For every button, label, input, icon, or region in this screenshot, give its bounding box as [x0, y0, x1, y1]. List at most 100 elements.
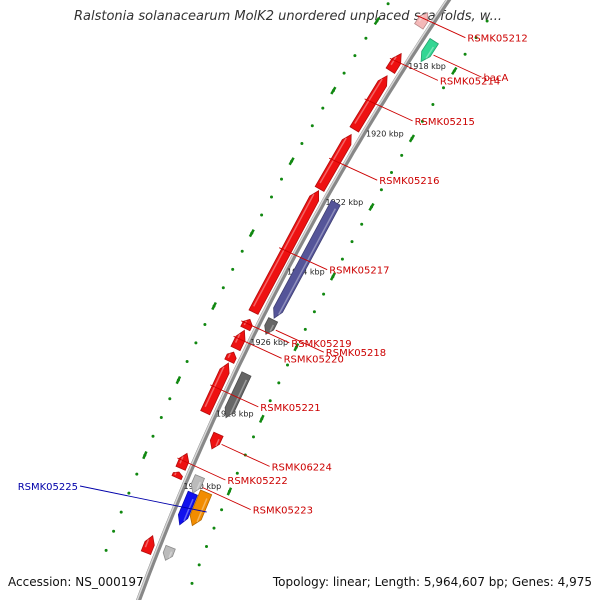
gene-shine [425, 46, 435, 59]
backbone [136, 0, 452, 600]
label-leader [241, 320, 290, 344]
tick-mark [373, 17, 381, 26]
gene-label-rsmk05225[interactable]: RSMK05225 [18, 482, 78, 493]
gene-label-rsmk05220[interactable]: RSMK05220 [284, 354, 344, 365]
tick-mark [288, 157, 295, 166]
gene-rsmk05214-2[interactable] [385, 52, 402, 74]
gene-shine [418, 14, 424, 22]
tick-label: 1924 kbp [287, 268, 325, 277]
dot-tracks [104, 2, 489, 585]
tick-mark [329, 272, 336, 281]
gene-label-rsmk05223[interactable]: RSMK05223 [253, 506, 313, 517]
label-leader [433, 54, 482, 78]
gene-shine [168, 551, 173, 558]
track-dot [127, 491, 131, 495]
track-dot [463, 52, 467, 56]
track-dot [151, 434, 155, 438]
gene-unnamed-20[interactable] [162, 544, 176, 561]
gene-rsmk05215-3[interactable] [349, 75, 388, 133]
track-dot [386, 2, 390, 6]
track-dot [277, 381, 281, 385]
track-dot [190, 581, 194, 585]
gene-label-rsmk05219[interactable]: RSMK05219 [291, 339, 351, 350]
gene-unnamed-15[interactable] [171, 471, 183, 481]
gene-shine [183, 498, 194, 522]
track-dot [280, 177, 283, 181]
gene-label-rsmk05216[interactable]: RSMK05216 [379, 176, 439, 187]
track-dot [353, 54, 357, 58]
label-leader [233, 335, 282, 359]
track-dot [260, 213, 264, 217]
track-dot [310, 124, 314, 128]
gene-shine [144, 539, 150, 548]
tick-mark [258, 414, 265, 424]
tick-label: 1920 kbp [366, 129, 404, 138]
track-dot [286, 363, 289, 367]
label-leader [275, 329, 324, 353]
track-dot [312, 310, 316, 314]
gene-shine [229, 379, 248, 415]
gene-label-rsmk06224[interactable]: RSMK06224 [272, 462, 332, 473]
gene-rsmk05218-7[interactable] [264, 317, 279, 335]
gene-rsmk05223-16[interactable] [190, 474, 206, 494]
gene-rsmk05222-14[interactable] [175, 452, 190, 471]
track-dot [474, 36, 478, 40]
gene-label-rsmk05218[interactable]: RSMK05218 [326, 348, 386, 359]
gene-label-rsmk05221[interactable]: RSMK05221 [260, 403, 320, 414]
track-dot [379, 188, 383, 192]
gene-unnamed-6[interactable] [273, 199, 341, 319]
gene-baca-1[interactable] [420, 37, 439, 63]
gene-unnamed-10[interactable] [224, 351, 237, 364]
track-dot [270, 195, 273, 199]
tick-label: 1922 kbp [325, 198, 363, 207]
gene-shine [227, 353, 231, 359]
map-title: Ralstonia solanacearum MolK2 unordered u… [74, 9, 503, 24]
gene-shine [174, 472, 177, 476]
gene-rsmk06224-13[interactable] [209, 431, 224, 450]
gene-unnamed-19[interactable] [140, 534, 155, 556]
gene-label-rsmk05212[interactable]: RSMK05212 [467, 34, 527, 45]
label-leader [389, 57, 439, 81]
gene-rsmk05216-4[interactable] [314, 133, 352, 192]
track-dot [197, 563, 201, 567]
gene-rsmk05212-0[interactable] [414, 12, 429, 30]
track-dot [300, 142, 304, 145]
gene-rsmk05225-17[interactable] [189, 489, 213, 527]
track-dot [340, 257, 344, 261]
gene-rsmk05220-9[interactable] [230, 329, 246, 352]
backbone-line [136, 0, 452, 600]
track-dot [442, 86, 445, 90]
tick-mark [175, 375, 182, 385]
track-dot [252, 435, 255, 439]
tick-mark [330, 86, 337, 95]
track-dot [112, 529, 116, 533]
track-dot [231, 267, 235, 271]
gene-shine [390, 56, 397, 66]
gene-rsmk05221-11[interactable] [200, 362, 230, 416]
gene-label-rsmk05222[interactable]: RSMK05222 [227, 476, 287, 487]
accession-text: Accession: NS_000197 [8, 575, 144, 589]
label-leader [329, 157, 378, 181]
gene-unnamed-12[interactable] [224, 371, 252, 419]
gene-label-rsmk05215[interactable]: RSMK05215 [415, 117, 475, 128]
gene-label-rsmk05214[interactable]: RSMK05214 [440, 76, 500, 87]
track-dot [168, 397, 172, 401]
track-dot [321, 106, 325, 110]
track-dot [350, 240, 354, 244]
label-leader [417, 15, 466, 39]
label-leader [210, 384, 259, 408]
track-dot [221, 286, 225, 290]
gene-rsmk05217-5[interactable] [248, 189, 319, 315]
gene-shine [269, 324, 275, 332]
track-dot [135, 472, 139, 476]
track-dot [322, 292, 326, 296]
gene-label-baca[interactable]: bacA [484, 73, 509, 84]
tick-label: 1918 kbp [408, 62, 446, 71]
track-dot [342, 71, 346, 75]
label-leader [364, 98, 413, 122]
tick-mark [248, 229, 255, 238]
gene-label-rsmk05217[interactable]: RSMK05217 [329, 266, 389, 277]
gene-track [140, 12, 439, 561]
gene-shine [278, 208, 337, 315]
